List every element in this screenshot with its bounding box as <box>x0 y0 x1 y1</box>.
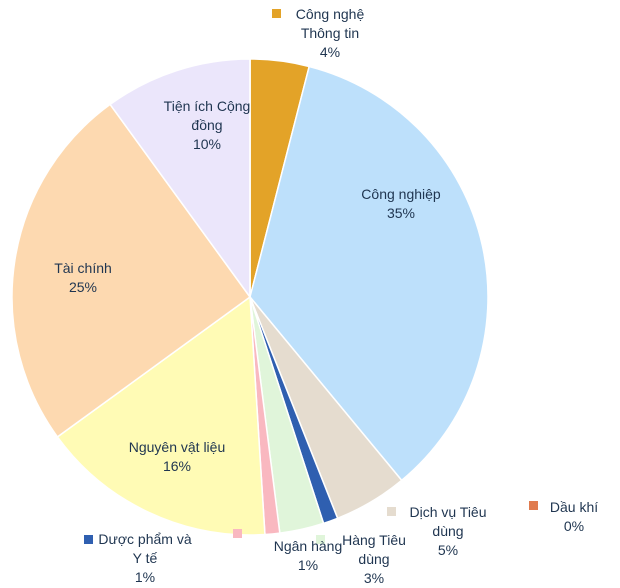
slice-name: Ngân hàng <box>273 538 343 554</box>
slice-name: Công nghệ Thông tin <box>295 6 365 41</box>
legend-swatch <box>316 535 325 544</box>
slice-name: Nguyên vật liệu <box>128 439 226 455</box>
slice-value: 16% <box>162 458 192 474</box>
legend-swatch <box>233 529 242 538</box>
slice-name: Tài chính <box>54 260 112 276</box>
slice-value: 5% <box>437 542 459 558</box>
slice-name: Tiện ích Cộng đồng <box>163 98 251 133</box>
slice-name: Hàng Tiêu dùng <box>342 532 406 567</box>
slice-label: Dược phẩm và Y tế 1% <box>95 530 195 587</box>
slice-value: 0% <box>563 518 585 534</box>
slice-label: Tiện ích Cộng đồng 10% <box>162 97 252 154</box>
slice-value: 3% <box>363 570 385 586</box>
slice-value: 25% <box>68 279 98 295</box>
slice-label: Công nghiệp 35% <box>341 185 461 223</box>
slice-value: 4% <box>319 44 341 60</box>
slice-label: Ngân hàng 1% <box>263 537 353 575</box>
pie-slice <box>11 103 252 438</box>
slice-name: Công nghiệp <box>361 186 441 202</box>
legend-swatch <box>272 9 281 18</box>
slice-label: Dầu khí 0% <box>534 498 614 536</box>
slice-label: Công nghệ Thông tin 4% <box>290 5 370 62</box>
slice-value: 1% <box>134 569 156 585</box>
slice-name: Dịch vụ Tiêu dùng <box>409 504 487 539</box>
slice-label: Tài chính 25% <box>33 259 133 297</box>
legend-swatch <box>84 535 93 544</box>
slice-value: 1% <box>297 557 319 573</box>
slice-value: 35% <box>386 205 416 221</box>
slice-value: 10% <box>192 136 222 152</box>
pie-slice <box>109 58 251 300</box>
slice-name: Dược phẩm và Y tế <box>98 531 192 566</box>
legend-swatch <box>387 507 396 516</box>
slice-name: Dầu khí <box>549 499 599 515</box>
pie-slice <box>249 65 489 482</box>
slice-label: Nguyên vật liệu 16% <box>107 438 247 476</box>
slice-label: Hàng Tiêu dùng 3% <box>329 531 419 588</box>
legend-swatch <box>529 501 538 510</box>
slice-label: Dịch vụ Tiêu dùng 5% <box>398 503 498 560</box>
